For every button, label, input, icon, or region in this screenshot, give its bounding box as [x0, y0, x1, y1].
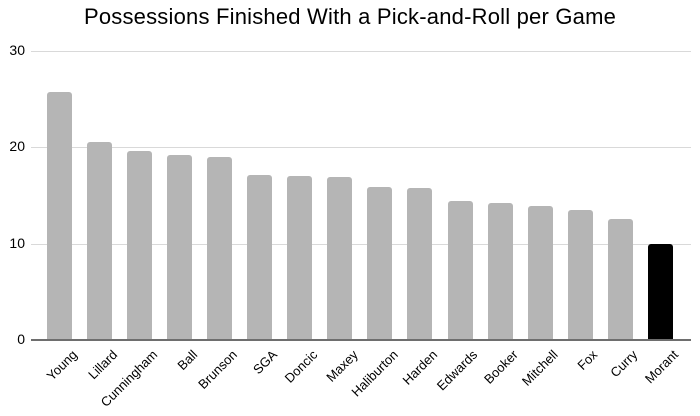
- bar-haliburton: [367, 186, 393, 340]
- x-tick-label-edwards: Edwards: [434, 347, 481, 394]
- y-tick-label-0: 0: [17, 331, 25, 347]
- bar-booker: [487, 203, 513, 340]
- x-tick-label-brunson: Brunson: [195, 347, 241, 392]
- bar-fox: [567, 209, 593, 340]
- bar-doncic: [287, 176, 313, 340]
- y-tick-label-30: 30: [9, 42, 25, 58]
- gridline-30: [31, 51, 691, 52]
- chart-title: Possessions Finished With a Pick-and-Rol…: [83, 4, 617, 29]
- bar-ball: [167, 155, 193, 340]
- x-tick-label-curry: Curry: [607, 347, 641, 381]
- x-tick-label-ball: Ball: [174, 347, 201, 373]
- bar-brunson: [207, 156, 233, 340]
- gridline-20: [31, 147, 691, 149]
- bar-curry: [607, 218, 633, 340]
- y-tick-label-10: 10: [9, 234, 25, 251]
- x-tick-label-morant: Morant: [641, 347, 681, 387]
- x-tick-label-sga: SGA: [250, 347, 281, 378]
- bar-young: [47, 92, 72, 340]
- bar-edwards: [447, 201, 473, 340]
- x-tick-label-booker: Booker: [480, 347, 521, 387]
- x-tick-label-doncic: Doncic: [281, 347, 321, 386]
- y-tick-label-20: 20: [9, 138, 25, 155]
- x-tick-label-maxey: Maxey: [322, 347, 361, 385]
- bar-mitchell: [527, 206, 553, 340]
- bar-harden: [407, 187, 433, 340]
- x-tick-label-young: Young: [43, 347, 81, 384]
- x-tick-label-fox: Fox: [574, 347, 601, 373]
- x-axis-line: [31, 339, 691, 341]
- bar-lillard: [87, 141, 113, 340]
- x-tick-label-lillard: Lillard: [85, 347, 121, 383]
- bar-morant: [647, 243, 673, 340]
- gridline-10: [31, 243, 691, 245]
- bar-sga: [247, 175, 273, 340]
- bar-cunningham: [127, 151, 153, 340]
- plot-area: [31, 51, 691, 341]
- bar-maxey: [327, 177, 353, 340]
- x-tick-label-mitchell: Mitchell: [518, 347, 561, 389]
